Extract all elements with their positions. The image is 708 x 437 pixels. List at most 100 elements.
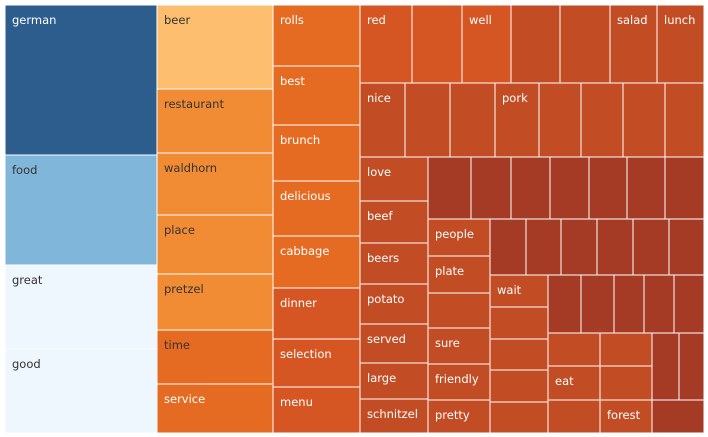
tile-label: place — [164, 223, 195, 237]
tile-rect — [489, 369, 549, 403]
tile-label: plate — [435, 264, 464, 278]
tile-friendly: friendly — [427, 363, 491, 401]
tile-wait: wait — [489, 274, 549, 308]
tile-love: love — [359, 156, 429, 202]
tile-rect — [547, 332, 601, 367]
tile-label: well — [469, 13, 492, 27]
tile-label: time — [164, 338, 190, 352]
tile-brunch: brunch — [272, 124, 361, 182]
tile-label: great — [12, 273, 43, 287]
tile-unlabeled-76 — [651, 332, 680, 401]
tile-rect — [4, 154, 158, 266]
tile-unlabeled-33 — [664, 82, 705, 158]
tile-label: schnitzel — [367, 407, 418, 421]
tile-label: german — [12, 13, 56, 27]
tile-unlabeled-65 — [547, 274, 582, 334]
tile-unlabeled-46 — [626, 156, 666, 220]
tile-label: restaurant — [164, 97, 224, 111]
tile-label: brunch — [280, 133, 320, 147]
tile-unlabeled-22 — [510, 4, 561, 84]
tile-well: well — [461, 4, 512, 84]
tile-unlabeled-59 — [668, 218, 705, 276]
tile-label: eat — [555, 374, 574, 388]
tile-label: red — [367, 13, 386, 27]
tile-unlabeled-56 — [560, 218, 598, 276]
tile-rect — [461, 4, 512, 84]
tile-label: salad — [617, 13, 648, 27]
tile-label: nice — [367, 91, 391, 105]
tile-dinner: dinner — [272, 287, 361, 340]
tile-lunch: lunch — [656, 4, 705, 84]
tile-unlabeled-61 — [489, 306, 549, 340]
tile-unlabeled-32 — [622, 82, 666, 158]
tile-unlabeled-64 — [489, 401, 549, 434]
tile-rect — [156, 273, 274, 331]
tile-rect — [525, 218, 562, 276]
tile-rect — [643, 274, 675, 334]
tile-best: best — [272, 65, 361, 126]
tile-label: love — [367, 165, 391, 179]
tile-schnitzel: schnitzel — [359, 398, 429, 434]
tile-unlabeled-30 — [538, 82, 582, 158]
tile-label: pretzel — [164, 282, 204, 296]
tile-rect — [673, 274, 705, 334]
tile-label: best — [280, 74, 305, 88]
tile-label: forest — [607, 408, 641, 422]
tile-label: menu — [280, 395, 313, 409]
tile-rect — [549, 156, 590, 220]
tile-rect — [538, 82, 582, 158]
tile-beer: beer — [156, 4, 274, 90]
tile-rect — [596, 218, 634, 276]
tile-rect — [4, 264, 158, 350]
tile-large: large — [359, 362, 429, 400]
tile-rect — [547, 274, 582, 334]
tile-rect — [359, 398, 429, 434]
tile-label: potato — [367, 292, 404, 306]
tile-label: lunch — [664, 13, 695, 27]
tile-rect — [664, 156, 705, 220]
tile-unlabeled-41 — [427, 156, 472, 220]
tile-menu: menu — [272, 386, 361, 434]
tile-unlabeled-44 — [549, 156, 590, 220]
tile-rect — [359, 362, 429, 400]
tile-unlabeled-68 — [643, 274, 675, 334]
tile-restaurant: restaurant — [156, 88, 274, 154]
tile-unlabeled-57 — [596, 218, 634, 276]
tile-forest: forest — [599, 399, 653, 434]
tile-label: beer — [164, 13, 190, 27]
tile-selection: selection — [272, 338, 361, 388]
tile-rect — [272, 180, 361, 237]
tile-rect — [427, 399, 491, 434]
tile-eat: eat — [547, 365, 601, 401]
tile-rect — [427, 156, 472, 220]
tile-time: time — [156, 329, 274, 385]
tile-unlabeled-66 — [580, 274, 615, 334]
tile-delicious: delicious — [272, 180, 361, 237]
tile-rect — [510, 4, 561, 84]
tile-rect — [272, 386, 361, 434]
tile-rect — [668, 218, 705, 276]
tile-good: good — [4, 348, 158, 434]
tile-label: service — [164, 392, 205, 406]
tile-label: pork — [502, 91, 528, 105]
tile-label: selection — [280, 347, 332, 361]
tile-unlabeled-69 — [673, 274, 705, 334]
tile-pork: pork — [494, 82, 540, 158]
tile-rect — [510, 156, 551, 220]
tile-rect — [359, 156, 429, 202]
tile-unlabeled-28 — [449, 82, 496, 158]
tile-rect — [489, 306, 549, 340]
tile-label: dinner — [280, 296, 317, 310]
tile-label: food — [12, 163, 37, 177]
tile-salad: salad — [609, 4, 658, 84]
tile-rect — [427, 292, 491, 329]
tile-rect — [609, 4, 658, 84]
tile-unlabeled-27 — [404, 82, 451, 158]
tile-rect — [651, 399, 705, 434]
tile-german: german — [4, 4, 158, 156]
tile-label: large — [367, 371, 396, 385]
tile-unlabeled-42 — [470, 156, 512, 220]
tile-waldhorn: waldhorn — [156, 152, 274, 216]
tile-unlabeled-43 — [510, 156, 551, 220]
tile-rect — [272, 287, 361, 340]
